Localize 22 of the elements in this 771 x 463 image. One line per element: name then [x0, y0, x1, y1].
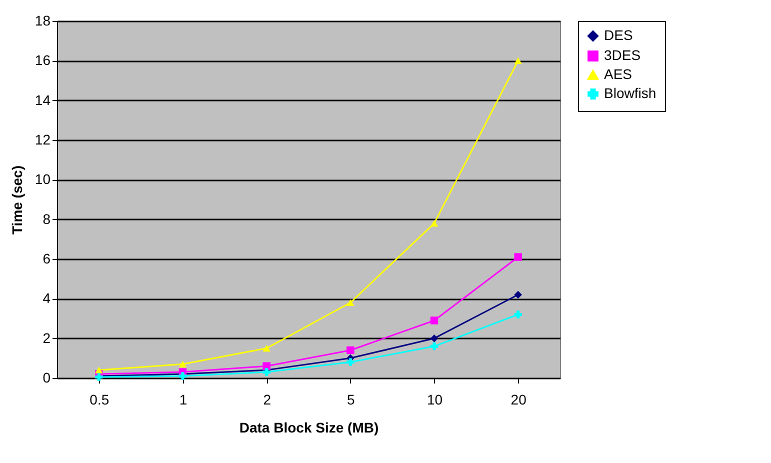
- legend-label: Blowfish: [604, 85, 656, 101]
- x-tick-label: 2: [263, 392, 272, 408]
- x-tick-label: 0.5: [90, 392, 110, 408]
- y-tick-label: 4: [42, 290, 51, 306]
- y-tick-label: 8: [42, 210, 51, 227]
- x-tick-label: 5: [347, 392, 356, 408]
- legend-label: 3DES: [604, 47, 641, 63]
- y-tick-label: 6: [42, 250, 51, 266]
- x-tick-label: 20: [510, 392, 527, 408]
- legend-label: AES: [604, 66, 632, 82]
- y-tick-label: 0: [42, 370, 51, 386]
- y-axis-title: Time (sec): [8, 166, 25, 234]
- x-axis-title: Data Block Size (MB): [239, 420, 379, 436]
- x-tick-label: 10: [426, 392, 443, 408]
- y-tick-label: 10: [34, 171, 51, 188]
- y-tick-label: 2: [42, 330, 51, 346]
- legend-label: DES: [604, 27, 633, 43]
- y-tick-label: 12: [34, 132, 51, 148]
- y-tick-label: 16: [34, 52, 51, 68]
- x-tick-label: 1: [179, 392, 188, 408]
- y-tick-label: 18: [34, 12, 51, 28]
- y-tick-label: 14: [34, 92, 51, 108]
